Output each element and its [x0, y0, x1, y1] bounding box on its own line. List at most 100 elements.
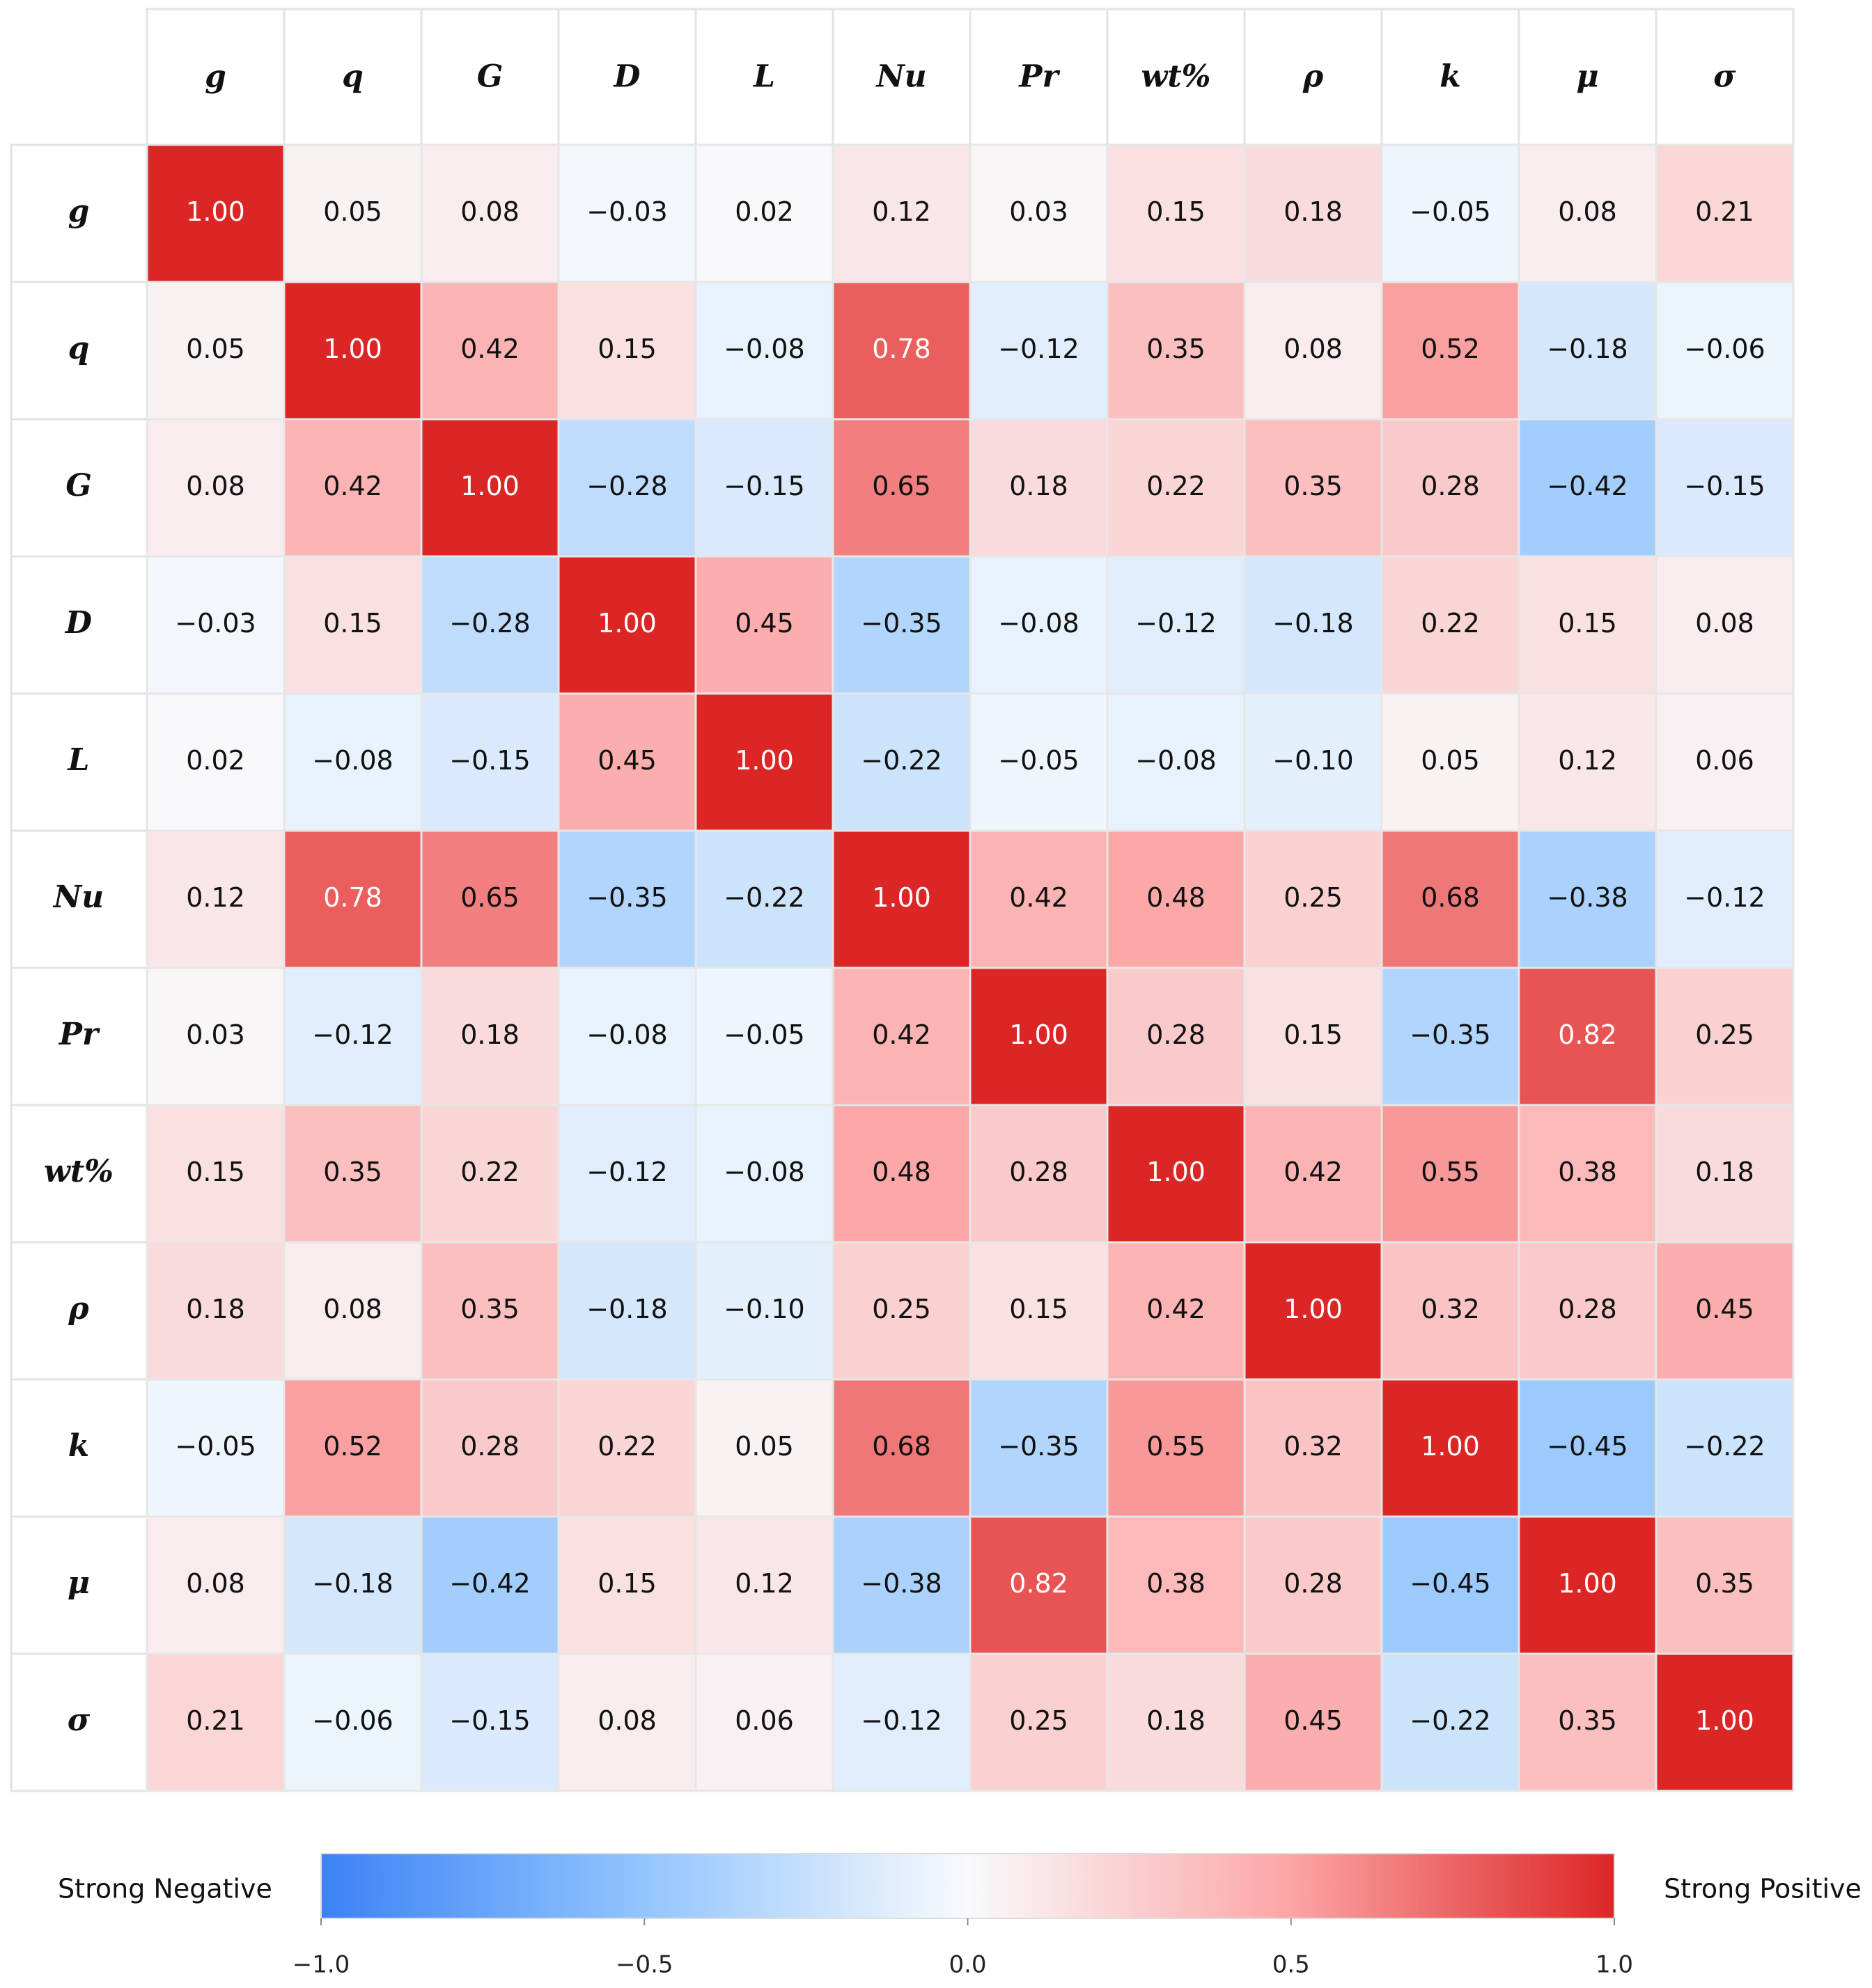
cell-value: 1.00	[1284, 1294, 1343, 1324]
cell-value: 1.00	[735, 745, 794, 776]
cell-value: 0.45	[1284, 1705, 1343, 1736]
cell-value: 0.15	[1558, 608, 1617, 639]
cell-value: −0.05	[998, 745, 1079, 776]
row-label: D	[64, 605, 92, 641]
cell-value: 0.68	[872, 1431, 931, 1462]
heatmap-cell	[420, 829, 560, 969]
heatmap-cell	[832, 418, 972, 558]
cell-value: 0.55	[1146, 1431, 1206, 1462]
header-cell	[10, 555, 148, 695]
cell-value: 0.45	[598, 745, 657, 776]
heatmap-cell	[420, 966, 560, 1106]
cell-value: 0.05	[735, 1431, 794, 1462]
heatmap-cell	[1518, 1378, 1658, 1518]
heatmap-cell	[832, 1652, 972, 1792]
cell-value: 0.42	[1284, 1157, 1343, 1187]
cell-value: −0.15	[724, 471, 804, 501]
heatmap-cell	[1380, 692, 1520, 832]
cell-value: 0.35	[1695, 1568, 1754, 1599]
header-cell	[10, 829, 148, 969]
cell-value: 0.05	[1421, 745, 1480, 776]
header-cell	[832, 8, 972, 146]
colorbar-tick-label: −1.0	[292, 1951, 350, 1979]
heatmap-cell	[832, 1241, 972, 1381]
heatmap-cell	[283, 418, 423, 558]
cell-value: −0.05	[724, 1019, 804, 1050]
heatmap-cell	[1655, 281, 1795, 421]
cell-value: 0.25	[1284, 882, 1343, 913]
header-cell	[10, 692, 148, 832]
heatmap-cell	[1106, 966, 1246, 1106]
heatmap-cell	[420, 1378, 560, 1518]
cell-value: 0.03	[1009, 196, 1068, 227]
heatmap-cell	[557, 1241, 697, 1381]
heatmap-cell	[1655, 1241, 1795, 1381]
cell-value: 0.08	[186, 471, 245, 501]
cell-value: 0.35	[1558, 1705, 1617, 1736]
cell-value: −0.38	[1547, 882, 1628, 913]
heatmap-cell	[557, 1652, 697, 1792]
cell-value: 0.06	[735, 1705, 794, 1736]
cell-value: 0.52	[323, 1431, 382, 1462]
heatmap-cell	[1518, 966, 1658, 1106]
cell-value: 0.22	[598, 1431, 657, 1462]
header-cell	[1380, 8, 1520, 146]
cell-value: 0.55	[1421, 1157, 1480, 1187]
cell-value: −0.12	[1135, 608, 1216, 639]
cell-value: −0.06	[1684, 334, 1765, 364]
heatmap-cell	[832, 555, 972, 695]
cell-value: 0.28	[1146, 1019, 1206, 1050]
cell-value: 0.12	[1558, 745, 1617, 776]
column-label: ρ	[1302, 59, 1324, 95]
heatmap-cell	[557, 143, 697, 283]
cell-value: −0.12	[1684, 882, 1765, 913]
heatmap-cell	[1243, 281, 1383, 421]
heatmap-cell	[1380, 829, 1520, 969]
cell-value: 1.00	[1146, 1157, 1206, 1187]
cell-value: 0.28	[460, 1431, 520, 1462]
cell-value: −0.15	[449, 745, 530, 776]
heatmap-cell	[832, 692, 972, 832]
cell-value: 0.35	[323, 1157, 382, 1187]
heatmap-cell	[283, 1515, 423, 1655]
cell-value: 0.42	[1146, 1294, 1206, 1324]
heatmap-cell	[1655, 1515, 1795, 1655]
heatmap-cell	[146, 555, 286, 695]
cell-value: −0.03	[175, 608, 256, 639]
heatmap-cell	[1243, 1241, 1383, 1381]
header-cell	[10, 281, 148, 421]
heatmap-cell	[1106, 1241, 1246, 1381]
heatmap-cell	[146, 692, 286, 832]
heatmap-cell	[1518, 692, 1658, 832]
cell-value: −0.12	[861, 1705, 942, 1736]
cell-value: 0.32	[1421, 1294, 1480, 1324]
heatmap-cell	[420, 281, 560, 421]
cell-value: −0.08	[586, 1019, 667, 1050]
header-cell	[557, 8, 697, 146]
heatmap-cell	[969, 829, 1109, 969]
column-label: q	[342, 59, 364, 95]
heatmap-cell	[832, 1515, 972, 1655]
cell-value: −0.45	[1547, 1431, 1628, 1462]
cell-value: 0.08	[323, 1294, 382, 1324]
heatmap-cell	[283, 692, 423, 832]
cell-value: 0.02	[186, 745, 245, 776]
cell-value: −0.05	[175, 1431, 256, 1462]
heatmap-cell	[1655, 829, 1795, 969]
row-label: μ	[68, 1565, 90, 1601]
cell-value: −0.08	[998, 608, 1079, 639]
cell-value: 0.08	[598, 1705, 657, 1736]
cell-value: −0.22	[1684, 1431, 1765, 1462]
heatmap-cell	[1380, 281, 1520, 421]
cell-value: −0.03	[586, 196, 667, 227]
cell-value: 0.45	[735, 608, 794, 639]
cell-value: −0.15	[1684, 471, 1765, 501]
heatmap-cell	[1655, 692, 1795, 832]
cell-value: 0.78	[872, 334, 931, 364]
cell-value: −0.10	[724, 1294, 804, 1324]
heatmap-cell	[694, 829, 834, 969]
header-cell	[10, 1241, 148, 1381]
heatmap-cell	[557, 555, 697, 695]
column-label: wt%	[1141, 59, 1210, 95]
cell-value: 0.15	[1284, 1019, 1343, 1050]
